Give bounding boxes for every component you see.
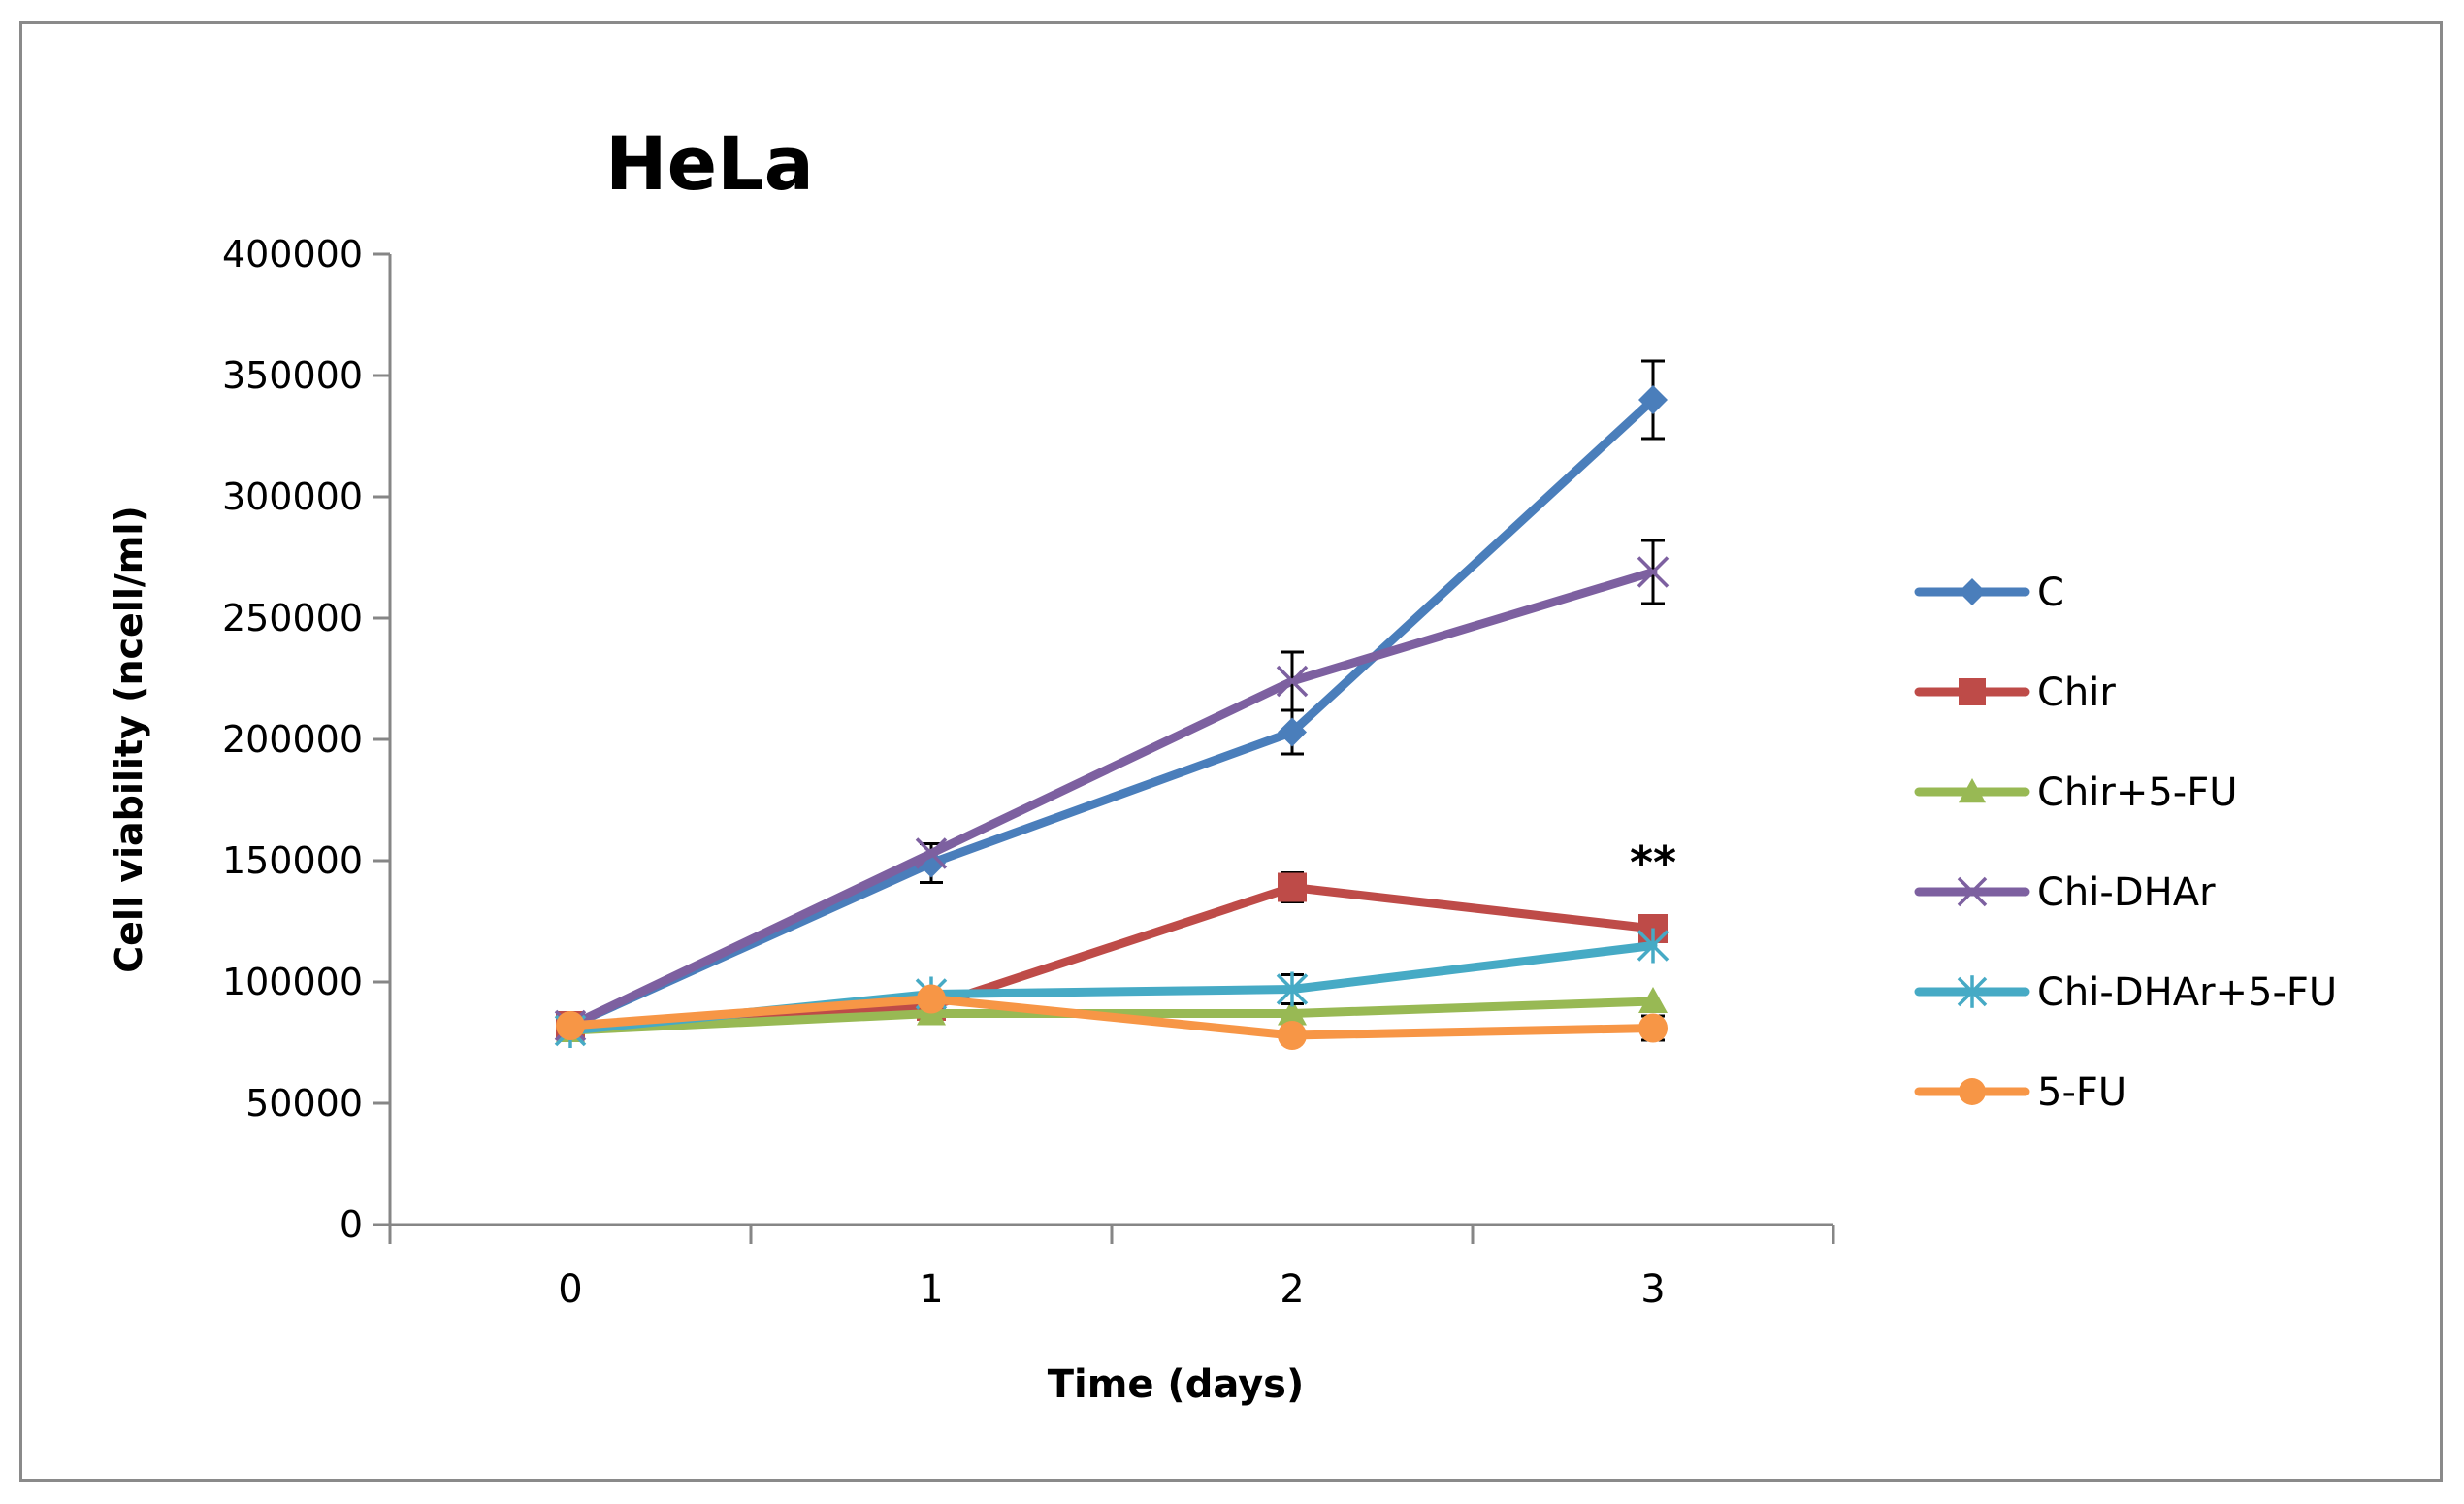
- marker-square: [1959, 678, 1986, 705]
- marker-stroke: [1637, 556, 1670, 588]
- marker-diamond: [1278, 717, 1307, 747]
- marker-x: [915, 837, 948, 869]
- marker-circle: [556, 1011, 585, 1040]
- y-tick-label: 350000: [222, 354, 363, 397]
- marker-stroke: [1276, 665, 1309, 698]
- marker-x: [1637, 556, 1670, 588]
- legend: C Chir Chir+5-FU Chi-DHAr Chi-DHAr+5-FU 5-FU: [1914, 571, 2337, 1115]
- marker-circle: [1278, 1021, 1307, 1050]
- marker-triangle: [1638, 987, 1668, 1013]
- y-tick-label: 300000: [222, 475, 363, 518]
- marker-stroke: [1957, 876, 1988, 907]
- legend-item: Chir: [1914, 670, 2116, 715]
- legend-label: C: [2037, 571, 2064, 615]
- y-tick-label: 250000: [222, 597, 363, 639]
- significance-annotation: **: [1630, 836, 1676, 889]
- legend-label: Chir: [2037, 670, 2116, 715]
- series-line: [566, 568, 1658, 1030]
- series-layer: [554, 359, 1670, 1050]
- marker-x: [1276, 665, 1309, 698]
- x-tick-label: 2: [1280, 1267, 1304, 1312]
- marker-stroke: [915, 837, 948, 869]
- x-tick-label: 1: [919, 1267, 943, 1312]
- marker-circle: [1959, 1078, 1986, 1105]
- marker-square: [1278, 872, 1307, 902]
- y-tick-label: 200000: [222, 718, 363, 761]
- series-5-FU: [556, 984, 1668, 1050]
- annotation-layer: **: [1630, 836, 1676, 889]
- y-tick-label: 400000: [222, 233, 363, 276]
- chart-title: HeLa: [605, 120, 814, 207]
- legend-label: Chi-DHAr+5-FU: [2037, 970, 2337, 1015]
- marker-triangle: [1278, 998, 1307, 1026]
- series-line: [566, 995, 1658, 1040]
- marker-triangle: [1959, 778, 1986, 803]
- marker-x: [1957, 876, 1988, 907]
- y-tick-label: 150000: [222, 839, 363, 882]
- marker-star: [1957, 975, 1988, 1008]
- legend-item: 5-FU: [1914, 1070, 2126, 1115]
- legend-item: Chir+5-FU: [1914, 770, 2238, 815]
- marker-star: [1276, 971, 1309, 1007]
- marker-diamond: [1959, 578, 1986, 605]
- legend-label: Chir+5-FU: [2037, 770, 2238, 815]
- axes: 0 50000 100000 150000 200000 250000 300000 3500…: [222, 233, 1835, 1312]
- legend-item: Chi-DHAr+5-FU: [1914, 970, 2337, 1015]
- y-tick-label: 50000: [245, 1082, 363, 1125]
- y-tick-label: 0: [340, 1203, 363, 1246]
- marker-diamond: [1638, 385, 1668, 414]
- marker-star: [1637, 928, 1670, 964]
- series-C: [556, 359, 1668, 1040]
- x-tick-label: 0: [558, 1267, 582, 1312]
- x-tick-label: 3: [1640, 1267, 1665, 1312]
- legend-label: Chi-DHAr: [2037, 870, 2216, 915]
- y-tick-label: 100000: [222, 961, 363, 1003]
- x-axis-label: Time (days): [1048, 1362, 1305, 1407]
- legend-item: C: [1914, 571, 2064, 615]
- marker-circle: [917, 984, 946, 1014]
- y-axis-label: Cell viability (ncell/ml): [108, 506, 150, 972]
- series-line: [566, 395, 1658, 1030]
- marker-circle: [1638, 1013, 1668, 1043]
- legend-label: 5-FU: [2037, 1070, 2126, 1115]
- legend-item: Chi-DHAr: [1914, 870, 2216, 915]
